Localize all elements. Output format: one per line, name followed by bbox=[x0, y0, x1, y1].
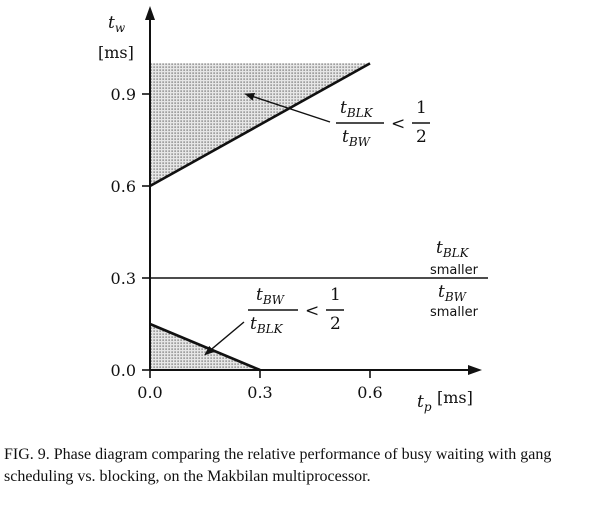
lower-ratio-rhs-numerator: 1 bbox=[330, 285, 341, 305]
y-tick-label: 0.6 bbox=[111, 177, 136, 196]
y-ticks: 0.0 0.3 0.6 0.9 bbox=[111, 85, 150, 380]
upper-annotation-arrow bbox=[244, 93, 331, 123]
above-line-label: tBLK smaller bbox=[430, 238, 479, 278]
x-axis-title: tp bbox=[417, 392, 432, 414]
upper-ratio-rhs-denominator: 2 bbox=[416, 127, 427, 147]
above-line-word: smaller bbox=[430, 263, 479, 278]
y-axis-arrowhead bbox=[145, 6, 155, 20]
y-tick-label: 0.0 bbox=[111, 361, 136, 380]
y-axis-unit: [ms] bbox=[98, 43, 134, 62]
lower-ratio-annotation: tBW tBLK < 1 2 bbox=[248, 285, 344, 336]
y-tick-label: 0.9 bbox=[111, 85, 136, 104]
upper-boundary-line bbox=[149, 62, 371, 188]
x-ticks: 0.0 0.3 0.6 bbox=[137, 370, 383, 402]
upper-ratio-numerator: tBLK bbox=[340, 98, 374, 120]
x-axis-unit: [ms] bbox=[437, 388, 473, 407]
x-tick-label: 0.6 bbox=[357, 383, 382, 402]
upper-ratio-denominator: tBW bbox=[342, 127, 372, 149]
upper-ratio-less-than: < bbox=[391, 114, 405, 134]
below-line-label: tBW smaller bbox=[430, 282, 479, 320]
lower-ratio-rhs-denominator: 2 bbox=[330, 314, 341, 334]
x-tick-label: 0.0 bbox=[137, 383, 162, 402]
lower-ratio-less-than: < bbox=[305, 301, 319, 321]
above-line-symbol: tBLK bbox=[436, 238, 470, 260]
x-axis-arrowhead bbox=[468, 365, 482, 375]
upper-ratio-annotation: tBLK tBW < 1 2 bbox=[336, 98, 430, 149]
below-line-symbol: tBW bbox=[438, 282, 468, 304]
upper-ratio-rhs-numerator: 1 bbox=[416, 98, 427, 118]
figure-caption: FIG. 9. Phase diagram comparing the rela… bbox=[4, 446, 552, 485]
lower-ratio-numerator: tBW bbox=[256, 285, 286, 307]
y-axis-title: tw bbox=[108, 13, 126, 35]
lower-annotation-arrow bbox=[204, 321, 245, 356]
x-tick-label: 0.3 bbox=[247, 383, 272, 402]
lower-ratio-denominator: tBLK bbox=[250, 314, 284, 336]
below-line-word: smaller bbox=[430, 305, 479, 320]
y-tick-label: 0.3 bbox=[111, 269, 136, 288]
